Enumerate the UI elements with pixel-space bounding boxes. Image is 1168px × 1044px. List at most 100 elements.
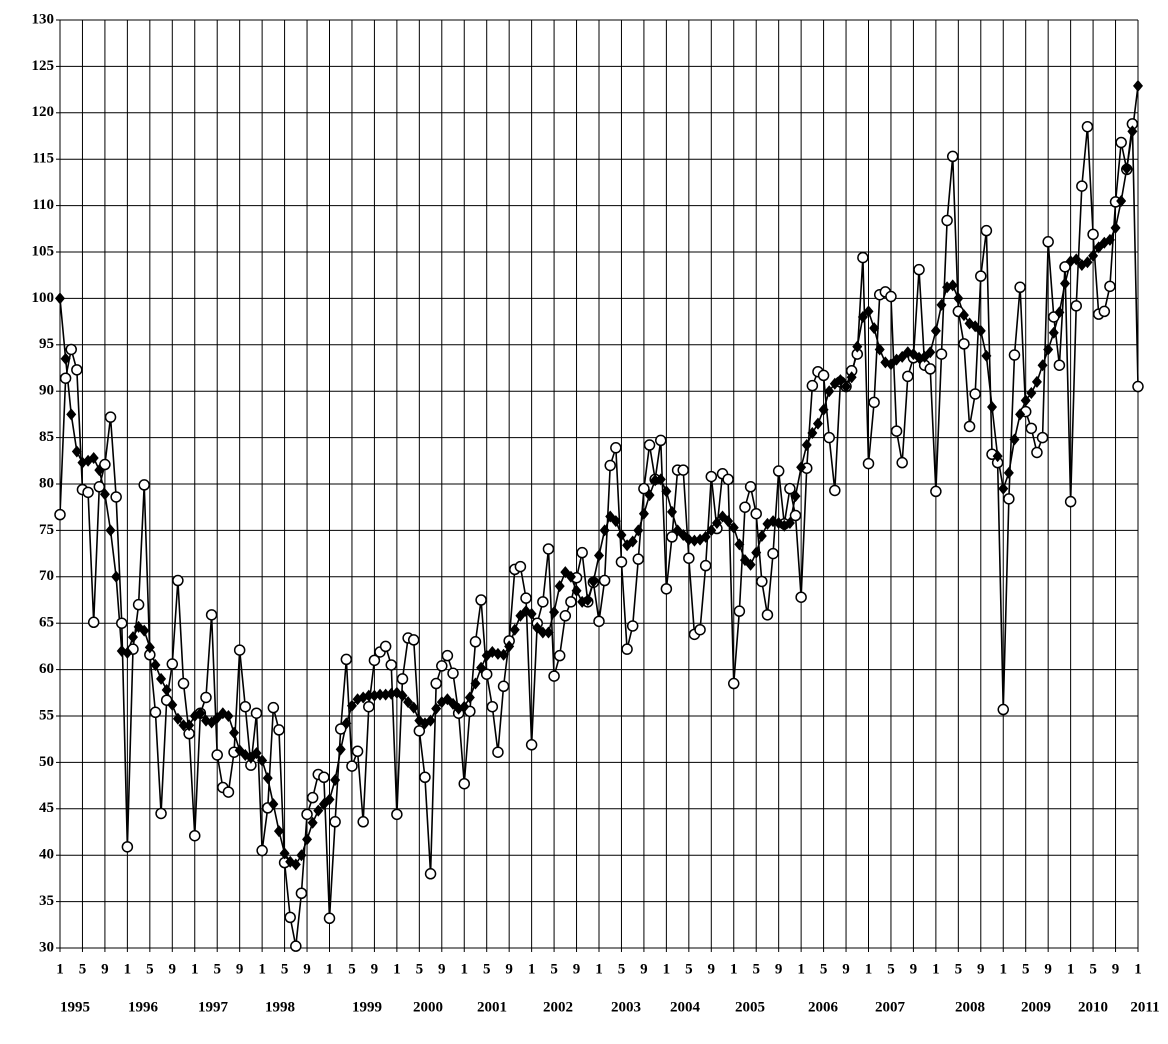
data-point: [751, 546, 762, 559]
x-tick-label: 5: [820, 961, 828, 977]
data-point: [621, 643, 633, 655]
data-point: [111, 570, 122, 583]
data-point: [553, 649, 566, 662]
data-point: [1133, 79, 1143, 92]
data-point: [116, 617, 128, 629]
data-point: [273, 825, 284, 838]
data-point: [655, 473, 666, 486]
data-point: [205, 609, 218, 621]
data-point: [852, 340, 863, 353]
x-tick-label: 1: [191, 961, 199, 977]
data-point: [643, 439, 656, 451]
x-tick-label: 1: [865, 961, 873, 977]
data-point: [841, 380, 852, 393]
data-point: [935, 348, 948, 360]
data-point: [784, 482, 796, 495]
data-point: [599, 524, 610, 537]
data-point: [542, 543, 555, 555]
data-point: [497, 680, 510, 693]
data-point: [295, 887, 308, 899]
data-point: [1054, 306, 1065, 319]
y-tick-label: 90: [39, 383, 54, 399]
x-tick-label: 1: [56, 961, 64, 977]
data-point: [189, 829, 201, 842]
data-point: [211, 749, 223, 761]
data-point: [699, 559, 712, 572]
data-point: [997, 703, 1009, 716]
data-point: [868, 396, 880, 409]
x-tick-label: 9: [775, 961, 783, 977]
data-point: [796, 461, 807, 474]
y-tick-label: 115: [32, 151, 54, 167]
data-point: [195, 707, 206, 720]
data-point: [750, 507, 762, 520]
data-point: [930, 324, 941, 337]
data-point: [1014, 281, 1026, 294]
data-point: [520, 592, 532, 604]
data-point: [604, 459, 616, 472]
data-point: [683, 552, 695, 564]
data-point: [177, 677, 190, 690]
x-tick-label: 5: [1022, 961, 1030, 977]
data-point: [94, 464, 105, 477]
data-point: [963, 420, 976, 433]
data-point: [806, 379, 819, 392]
data-point: [149, 706, 162, 719]
data-point: [756, 575, 768, 588]
data-point: [71, 445, 82, 458]
data-point: [104, 411, 117, 423]
data-point: [1031, 375, 1042, 388]
data-point: [262, 772, 273, 785]
data-point: [790, 490, 801, 503]
data-point: [396, 673, 409, 685]
data-point: [330, 774, 341, 787]
data-point: [296, 849, 307, 862]
data-point: [756, 529, 767, 542]
data-point: [1026, 387, 1037, 400]
data-point: [615, 556, 628, 568]
data-point: [1116, 194, 1127, 207]
data-point: [610, 515, 621, 528]
data-point: [341, 717, 352, 730]
data-point: [817, 369, 830, 382]
y-tick-label: 110: [32, 197, 54, 213]
y-tick-label: 40: [39, 847, 54, 863]
data-point: [885, 290, 897, 303]
x-tick-label: 9: [1044, 961, 1052, 977]
data-point: [257, 754, 268, 767]
x-tick-label: 9: [842, 961, 850, 977]
data-point: [357, 816, 369, 828]
x-tick-label: 5: [348, 961, 356, 977]
year-label: 2006: [808, 999, 839, 1015]
data-point: [430, 677, 442, 690]
x-tick-label: 9: [169, 961, 177, 977]
data-point: [166, 658, 179, 670]
year-label: 2005: [735, 999, 765, 1015]
year-label: 2011: [1130, 999, 1159, 1015]
data-point: [638, 482, 650, 495]
data-point: [835, 374, 846, 387]
x-tick-label: 9: [371, 961, 379, 977]
data-point: [761, 609, 774, 621]
data-point: [829, 484, 841, 497]
data-point: [666, 505, 677, 518]
data-point: [375, 688, 386, 701]
data-point: [1064, 495, 1077, 508]
x-tick-label: 9: [505, 961, 513, 977]
data-point: [251, 747, 262, 760]
x-tick-label: 5: [685, 961, 693, 977]
x-tick-label: 5: [79, 961, 87, 977]
data-point: [700, 530, 711, 543]
data-point: [1042, 236, 1054, 248]
y-tick-label: 65: [39, 615, 54, 631]
data-point: [936, 298, 947, 311]
data-point: [1132, 380, 1144, 393]
data-point: [71, 364, 83, 376]
data-point: [1048, 326, 1059, 339]
data-point: [290, 858, 301, 871]
data-point: [407, 634, 420, 646]
y-tick-label: 85: [39, 429, 54, 445]
x-tick-label: 9: [236, 961, 244, 977]
data-point: [565, 596, 577, 608]
